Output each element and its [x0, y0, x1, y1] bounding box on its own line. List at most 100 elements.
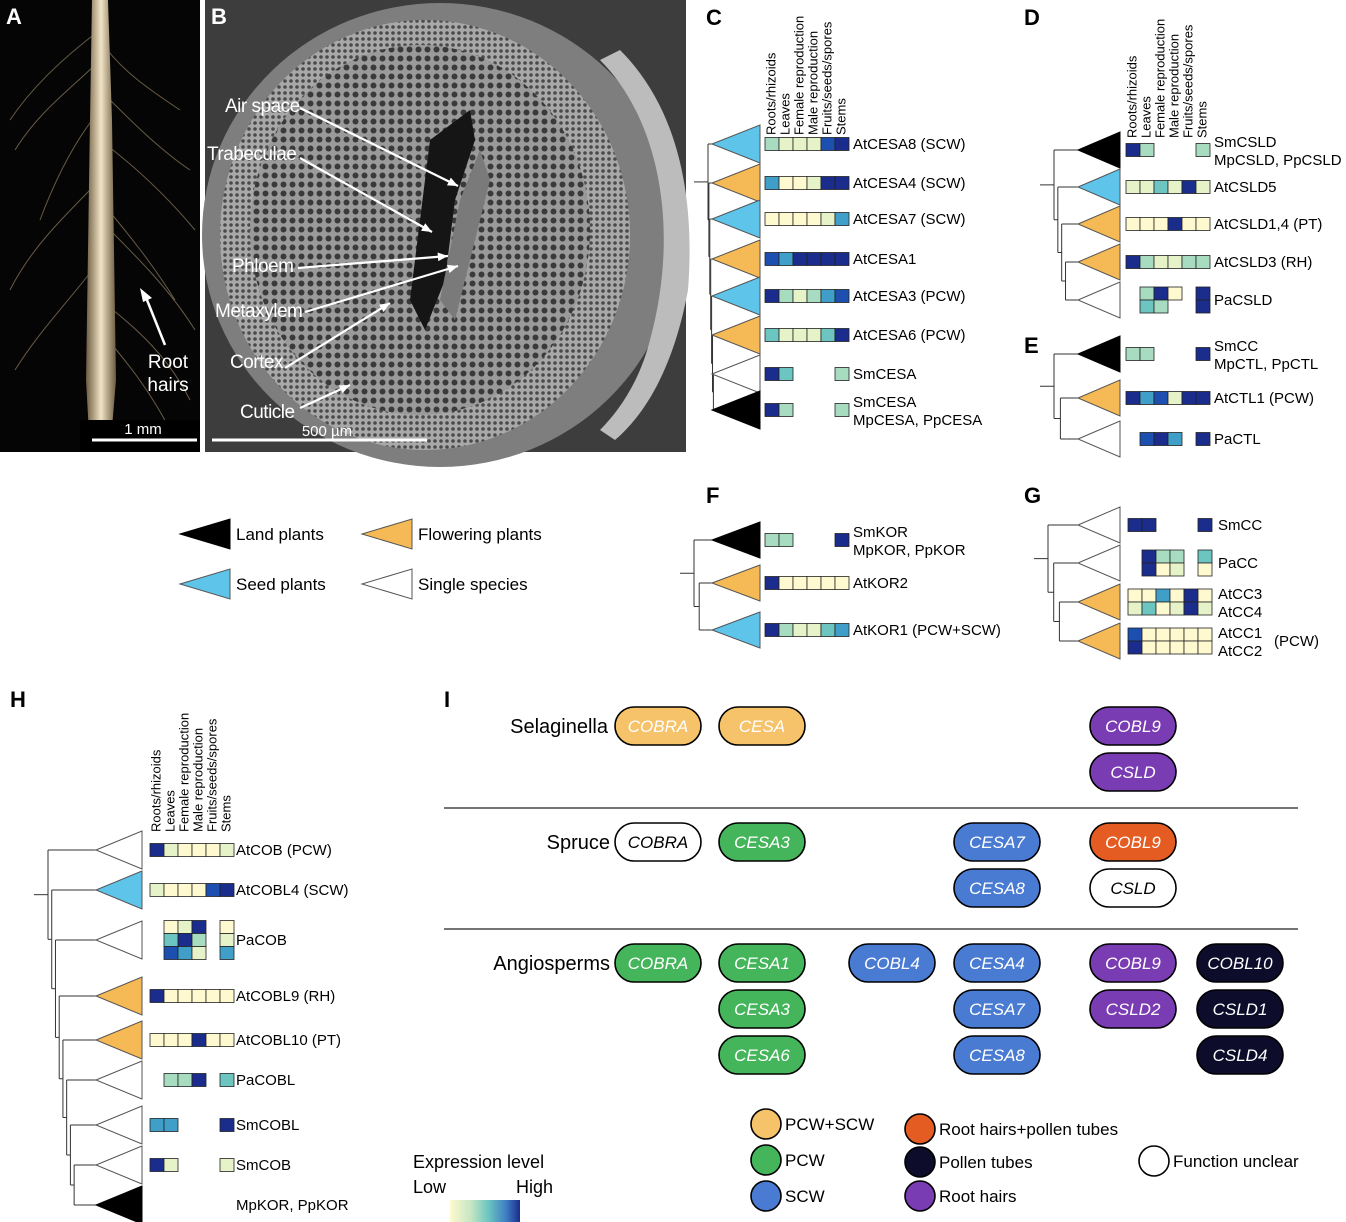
gene-pill-label: CESA6 [734, 1046, 790, 1065]
gene-label: AtCOB (PCW) [236, 842, 332, 859]
heatmap-cell [1197, 588, 1213, 603]
heatmap-cell [764, 289, 780, 303]
heatmap-cell [177, 1073, 193, 1087]
heatmap-cell [1181, 217, 1197, 231]
heatmap-cell [1197, 640, 1213, 655]
heatmap-cell [1125, 255, 1141, 269]
stem-outer-wall [600, 50, 690, 440]
trabeculae [440, 150, 490, 320]
gene-pill-label: CESA4 [969, 954, 1025, 973]
gene-pill-label: CSLD4 [1213, 1046, 1268, 1065]
heatmap-cell [1197, 562, 1213, 577]
clade-flowering-triangle [1076, 205, 1121, 243]
heatmap-cell [1153, 299, 1169, 314]
gene-label: AtCESA6 (PCW) [853, 327, 966, 344]
tissue-header: Fruits/seeds/spores [1181, 24, 1196, 138]
heatmap-cell [1195, 432, 1211, 446]
expression-legend-title: Expression level [413, 1152, 544, 1172]
heatmap-cell [834, 367, 850, 381]
clade-single-triangle [1076, 420, 1121, 458]
heatmap-cell [163, 1073, 179, 1087]
heatmap-cell [205, 1033, 221, 1047]
heatmap-cell [792, 623, 808, 637]
panel-letter-h: H [10, 687, 26, 712]
heatmap-cell [834, 576, 850, 590]
heatmap-cell [1125, 180, 1141, 194]
gene-label: SmCC [1214, 338, 1258, 355]
panel-i-functions: Selaginella COBRA CESA COBL9 CSLD Spruce COBRA… [444, 706, 1299, 1212]
heatmap-cell [191, 843, 207, 857]
heatmap-cell [1197, 518, 1213, 532]
heatmap-cell [205, 989, 221, 1003]
heatmap-cell [1155, 588, 1171, 603]
gene-label: AtCESA3 (PCW) [853, 288, 966, 305]
heatmap-cell [1183, 588, 1199, 603]
heatmap-cell [1167, 180, 1183, 194]
tissue-header: Stems [834, 98, 849, 135]
heatmap-cell [820, 576, 836, 590]
heatmap-cell [1139, 347, 1155, 361]
panel-h-tree: Roots/rhizoids Leaves Female reproduction M… [34, 713, 349, 1222]
heatmap-cell [1139, 143, 1155, 157]
gene-pill-label: CESA8 [969, 879, 1025, 898]
gene-pill-label: COBL9 [1105, 717, 1161, 736]
heatmap-cell [1183, 627, 1199, 642]
heatmap-cell [820, 623, 836, 637]
heatmap-cell [1153, 286, 1169, 301]
gene-pill-label: CSLD1 [1213, 1000, 1268, 1019]
heatmap-cell [163, 1118, 179, 1132]
clade-flowering-triangle [710, 315, 761, 355]
gene-pill-label: CSLD [1110, 763, 1155, 782]
heatmap-cell [834, 403, 850, 417]
heatmap-cell [1153, 217, 1169, 231]
legend-dot-pcw_scw [750, 1108, 782, 1140]
heatmap-cell [1167, 217, 1183, 231]
gene-label: SmCESA [853, 366, 916, 383]
heatmap-cell [191, 920, 207, 934]
gene-pill-csld4 [1196, 1035, 1284, 1075]
scale-bar-bg [80, 420, 200, 452]
heatmap-cell [1139, 217, 1155, 231]
heatmap-cell [834, 252, 850, 266]
tissue-header: Female reproduction [177, 713, 192, 832]
sem-arrowhead [447, 177, 458, 186]
group-label-angiosperms: Angiosperms [493, 953, 610, 975]
panel-letter-i: I [444, 687, 450, 712]
clade-flowering-triangle [710, 239, 761, 279]
clade-single-triangle [94, 1145, 143, 1185]
clade-flowering-triangle [710, 564, 761, 602]
heatmap-cell [177, 920, 193, 934]
gene-pill-cobl4 [848, 943, 936, 983]
clade-flowering-triangle [1076, 379, 1121, 417]
heatmap-cell [778, 576, 794, 590]
gene-pill-cesa8 [953, 868, 1041, 908]
heatmap-cell [820, 137, 836, 151]
heatmap-cell [792, 176, 808, 190]
tissue-header: Roots/rhizoids [149, 749, 164, 832]
sem-label-cuticle: Cuticle [240, 402, 295, 423]
expression-gradient-bar [450, 1200, 520, 1222]
heatmap-cell [1167, 255, 1183, 269]
sem-arrow [297, 254, 449, 270]
gene-pill-csld1 [1196, 989, 1284, 1029]
panel-b: B Air space Trabeculae Phloem Metaxylem Cort… [202, 0, 690, 467]
heatmap-cell [177, 843, 193, 857]
heatmap-cell [806, 289, 822, 303]
heatmap-cell [1155, 549, 1171, 564]
clade-flowering-triangle [1076, 583, 1121, 621]
heatmap-cell [1125, 143, 1141, 157]
gene-label: PaCOBL [236, 1072, 295, 1089]
gene-label: MpCTL, PpCTL [1214, 356, 1318, 373]
heatmap-cell [792, 289, 808, 303]
group-label-spruce: Spruce [547, 832, 610, 854]
expression-legend: Expression level Low High [413, 1152, 553, 1222]
clade-seed-triangle [710, 276, 761, 316]
panel-letter-d: D [1024, 5, 1040, 30]
heatmap-cell [163, 1033, 179, 1047]
heatmap-cell [1195, 143, 1211, 157]
heatmap-cell [792, 576, 808, 590]
gene-label: AtCC1 [1218, 625, 1262, 642]
